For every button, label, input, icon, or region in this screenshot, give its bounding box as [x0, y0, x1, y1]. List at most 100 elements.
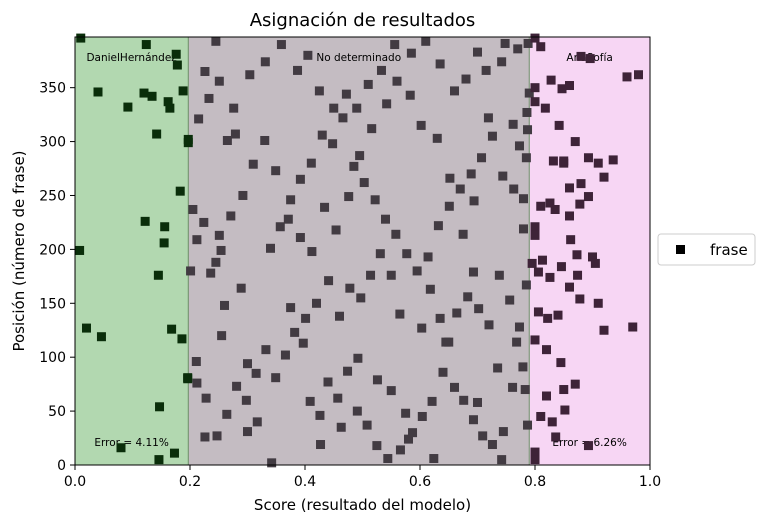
data-point-110 — [376, 65, 386, 75]
data-point-57 — [473, 397, 482, 407]
data-point-252 — [556, 358, 566, 368]
data-point-258 — [530, 447, 540, 457]
data-point-262 — [583, 441, 593, 451]
data-point-0 — [76, 33, 86, 43]
data-point-108 — [352, 103, 362, 113]
data-point-203 — [522, 107, 532, 117]
data-point-167 — [417, 411, 427, 421]
data-point-254 — [559, 385, 569, 395]
data-point-49 — [372, 375, 382, 385]
region-error-label-0: Error = 4.11% — [94, 437, 168, 449]
data-point-87 — [238, 190, 248, 200]
data-point-56 — [468, 267, 478, 277]
data-point-137 — [375, 249, 385, 259]
data-point-121 — [523, 38, 533, 48]
data-point-69 — [458, 229, 468, 239]
data-point-238 — [556, 262, 566, 272]
region-label-0: DanielHernández — [86, 52, 177, 64]
data-point-125 — [452, 308, 462, 318]
data-point-14 — [175, 186, 185, 196]
y-tick-label-4: 200 — [39, 242, 66, 258]
data-points — [75, 33, 643, 468]
data-point-112 — [406, 48, 416, 58]
x-tick-label-2: 0.4 — [294, 474, 316, 490]
data-point-147 — [271, 373, 281, 383]
data-point-86 — [248, 159, 258, 169]
data-point-182 — [328, 139, 338, 149]
data-point-101 — [260, 57, 270, 67]
data-point-235 — [537, 255, 547, 265]
data-point-116 — [461, 74, 471, 84]
data-point-106 — [329, 103, 339, 113]
data-point-105 — [314, 86, 324, 96]
data-point-120 — [513, 44, 523, 54]
data-point-173 — [478, 431, 488, 441]
data-point-212 — [634, 70, 643, 80]
data-point-89 — [216, 245, 226, 255]
data-point-146 — [280, 350, 290, 360]
data-point-99 — [229, 103, 239, 113]
data-point-18 — [152, 129, 162, 139]
data-point-136 — [386, 270, 396, 280]
data-point-27 — [141, 40, 151, 50]
data-point-9 — [177, 334, 187, 344]
data-point-185 — [359, 178, 369, 188]
data-point-94 — [188, 204, 198, 214]
data-point-186 — [370, 195, 380, 205]
data-point-145 — [290, 327, 300, 337]
data-point-200 — [519, 194, 528, 204]
data-point-131 — [512, 337, 522, 347]
data-point-144 — [301, 313, 311, 323]
data-point-8 — [167, 324, 177, 334]
data-point-222 — [576, 179, 586, 189]
data-point-164 — [383, 454, 393, 464]
data-point-84 — [271, 166, 281, 176]
data-point-210 — [576, 51, 586, 61]
data-point-175 — [497, 455, 507, 465]
data-point-124 — [441, 337, 451, 347]
data-point-187 — [381, 214, 390, 224]
data-point-154 — [201, 393, 211, 403]
data-point-48 — [353, 353, 363, 363]
data-point-139 — [356, 293, 366, 303]
data-point-170 — [450, 382, 459, 392]
data-point-260 — [547, 417, 557, 427]
data-point-176 — [266, 243, 275, 253]
data-point-95 — [186, 266, 196, 276]
data-point-251 — [542, 345, 551, 355]
data-point-214 — [530, 97, 540, 107]
data-point-35 — [214, 230, 224, 240]
data-point-218 — [583, 153, 593, 163]
x-tick-label-5: 1.0 — [639, 474, 661, 490]
data-point-33 — [222, 135, 232, 145]
data-point-234 — [527, 258, 537, 268]
data-point-168 — [427, 396, 437, 406]
data-point-26 — [171, 49, 181, 59]
data-point-163 — [372, 441, 382, 451]
data-point-141 — [335, 311, 344, 321]
data-point-96 — [194, 114, 204, 124]
data-point-160 — [343, 366, 353, 376]
data-point-17 — [178, 86, 188, 96]
data-point-42 — [243, 427, 252, 437]
data-point-231 — [565, 211, 574, 221]
x-axis: 0.0 0.2 0.4 0.6 0.8 1.0 — [64, 465, 661, 490]
data-point-229 — [575, 199, 585, 209]
y-axis: 0 50 100 150 200 250 300 350 — [39, 81, 75, 474]
legend-marker-square — [676, 245, 685, 254]
data-point-12 — [140, 216, 150, 226]
data-point-230 — [583, 192, 593, 202]
data-point-113 — [421, 36, 431, 46]
data-point-224 — [548, 156, 558, 166]
data-point-54 — [429, 454, 439, 464]
data-point-67 — [483, 113, 493, 123]
data-point-202 — [523, 125, 533, 135]
data-point-32 — [211, 36, 221, 46]
data-point-2 — [82, 323, 91, 333]
data-point-60 — [508, 382, 518, 392]
data-point-266 — [559, 156, 569, 166]
data-point-30 — [191, 357, 201, 367]
data-point-246 — [593, 298, 603, 308]
data-point-130 — [505, 295, 515, 305]
data-point-156 — [305, 396, 315, 406]
